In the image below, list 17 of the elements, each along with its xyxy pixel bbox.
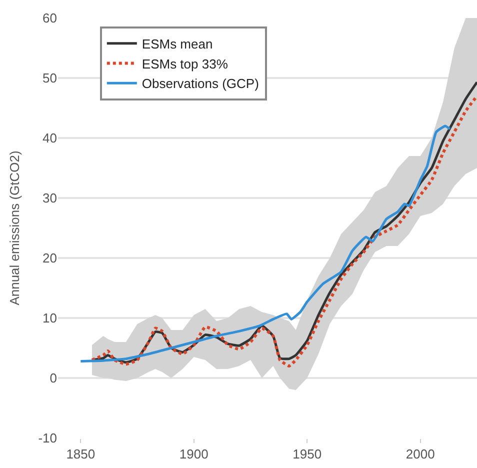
- y-tick-label: 60: [42, 10, 57, 26]
- legend-label: ESMs top 33%: [142, 56, 228, 72]
- legend-label: ESMs mean: [142, 36, 213, 52]
- legend-label: Observations (GCP): [142, 76, 259, 92]
- x-tick-label: 1850: [66, 446, 96, 462]
- y-tick-label: 10: [42, 310, 57, 326]
- x-tick-label: 1950: [292, 446, 322, 462]
- y-tick-label: 0: [50, 370, 57, 386]
- y-tick-label: 40: [42, 130, 57, 146]
- y-tick-label: 20: [42, 250, 57, 266]
- y-tick-label: 50: [42, 70, 57, 86]
- y-axis-title: Annual emissions (GtCO2): [7, 150, 22, 306]
- y-tick-label: -10: [38, 430, 57, 446]
- x-tick-label: 1900: [179, 446, 208, 462]
- line-series: [79, 124, 452, 362]
- y-tick-label: 30: [42, 190, 57, 206]
- x-tick-label: 2000: [406, 446, 435, 462]
